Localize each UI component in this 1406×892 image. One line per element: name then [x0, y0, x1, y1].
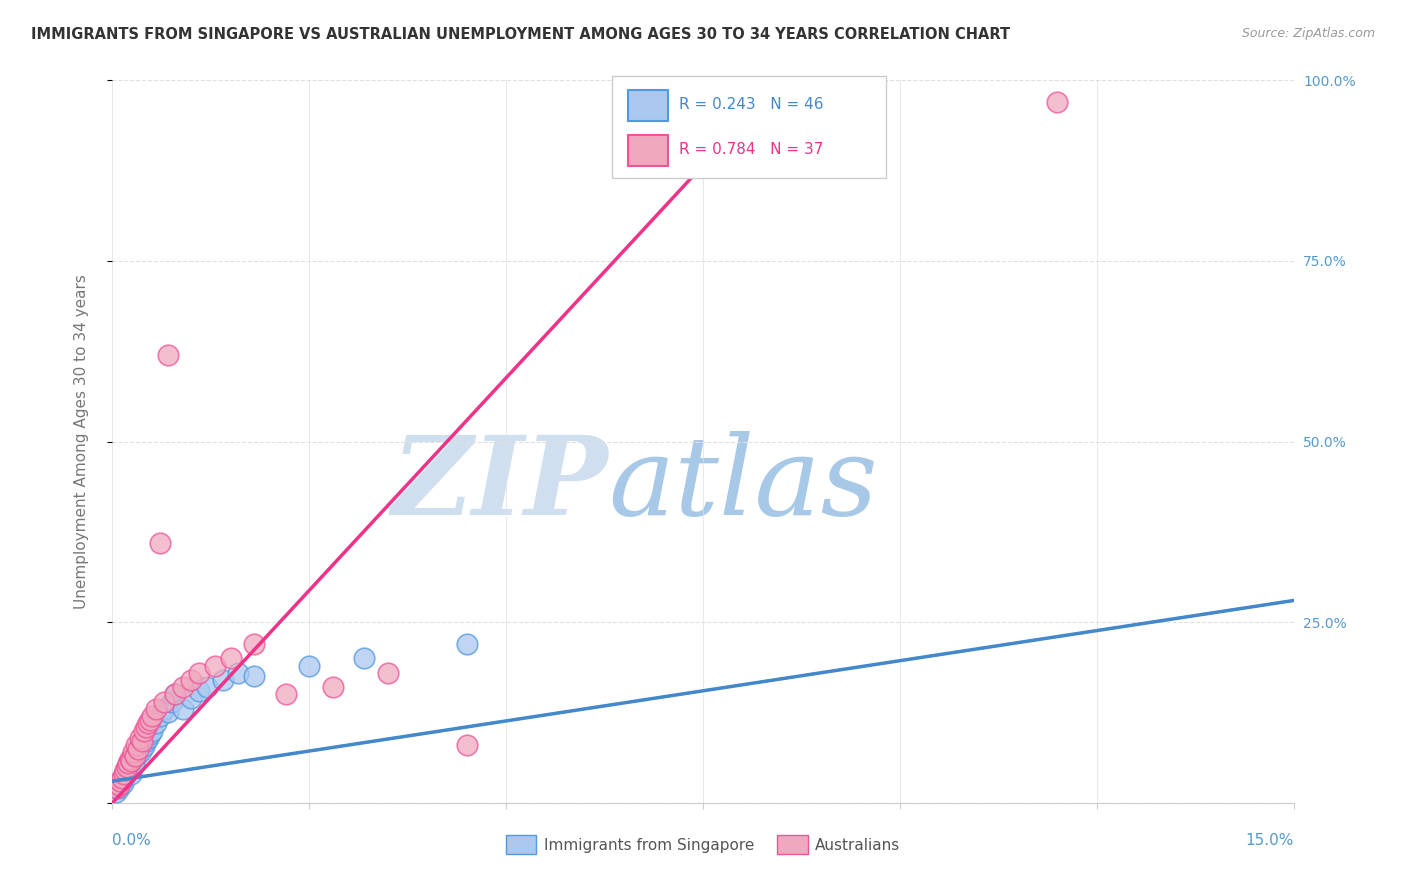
Point [115, 764, 138, 778]
Point [180, 691, 202, 706]
Text: R = 0.784   N = 37: R = 0.784 N = 37 [679, 142, 824, 157]
Point [110, 774, 132, 789]
Point [145, 716, 167, 731]
Point [114, 768, 136, 782]
Point [165, 687, 187, 701]
Point [122, 751, 145, 765]
Point [111, 771, 134, 785]
Point [129, 731, 152, 745]
Point [141, 709, 163, 723]
Point [243, 669, 266, 683]
Point [1046, 95, 1069, 109]
Point [110, 778, 132, 792]
Point [115, 760, 138, 774]
Y-axis label: Unemployment Among Ages 30 to 34 years: Unemployment Among Ages 30 to 34 years [75, 274, 89, 609]
Point [149, 709, 172, 723]
Point [124, 748, 146, 763]
Point [105, 781, 128, 796]
Point [135, 720, 157, 734]
Point [132, 723, 155, 738]
Point [156, 348, 179, 362]
Point [377, 665, 399, 680]
Point [219, 651, 242, 665]
Point [120, 754, 142, 768]
Text: 0.0%: 0.0% [112, 833, 152, 848]
Point [125, 738, 148, 752]
Point [204, 658, 226, 673]
Text: atlas: atlas [609, 431, 879, 539]
Point [128, 741, 150, 756]
Point [456, 637, 478, 651]
Point [172, 702, 194, 716]
Point [139, 727, 162, 741]
Text: IMMIGRANTS FROM SINGAPORE VS AUSTRALIAN UNEMPLOYMENT AMONG AGES 30 TO 34 YEARS C: IMMIGRANTS FROM SINGAPORE VS AUSTRALIAN … [31, 27, 1010, 42]
Point [135, 734, 157, 748]
Point [152, 702, 174, 716]
Point [120, 767, 142, 781]
Point [120, 752, 142, 766]
Point [132, 739, 155, 754]
Point [117, 761, 139, 775]
Point [115, 765, 138, 780]
Point [149, 535, 172, 549]
Point [131, 738, 153, 752]
Point [195, 680, 218, 694]
Point [211, 673, 233, 687]
Point [129, 744, 152, 758]
Point [107, 781, 129, 796]
Point [105, 785, 128, 799]
Point [160, 695, 183, 709]
Text: 15.0%: 15.0% [1246, 833, 1294, 848]
Point [180, 673, 202, 687]
Point [125, 745, 148, 759]
Point [118, 758, 141, 772]
Point [298, 658, 321, 673]
Point [118, 756, 141, 770]
Point [456, 738, 478, 752]
Point [156, 706, 179, 720]
Text: ZIP: ZIP [392, 431, 609, 539]
Point [188, 683, 211, 698]
Point [322, 680, 344, 694]
Point [136, 716, 159, 731]
Point [141, 723, 163, 738]
Point [111, 774, 134, 789]
Text: R = 0.243   N = 46: R = 0.243 N = 46 [679, 97, 824, 112]
Point [117, 756, 139, 770]
Point [117, 760, 139, 774]
Point [114, 764, 136, 778]
Point [127, 747, 149, 761]
Text: Source: ZipAtlas.com: Source: ZipAtlas.com [1241, 27, 1375, 40]
Point [112, 771, 135, 785]
Point [122, 756, 145, 770]
Point [145, 702, 167, 716]
Point [118, 752, 141, 766]
Point [124, 748, 146, 763]
Point [188, 665, 211, 680]
Point [107, 778, 129, 792]
Point [172, 680, 194, 694]
Point [139, 713, 162, 727]
Point [274, 687, 297, 701]
Point [111, 775, 134, 789]
Point [122, 745, 145, 759]
Point [112, 767, 135, 781]
Point [353, 651, 375, 665]
Point [131, 734, 153, 748]
Point [136, 731, 159, 745]
Point [228, 665, 250, 680]
Point [152, 695, 174, 709]
Point [243, 637, 266, 651]
Legend: Immigrants from Singapore, Australians: Immigrants from Singapore, Australians [499, 830, 907, 860]
Point [112, 767, 135, 781]
Point [121, 754, 143, 768]
Point [127, 741, 149, 756]
Point [165, 687, 187, 701]
